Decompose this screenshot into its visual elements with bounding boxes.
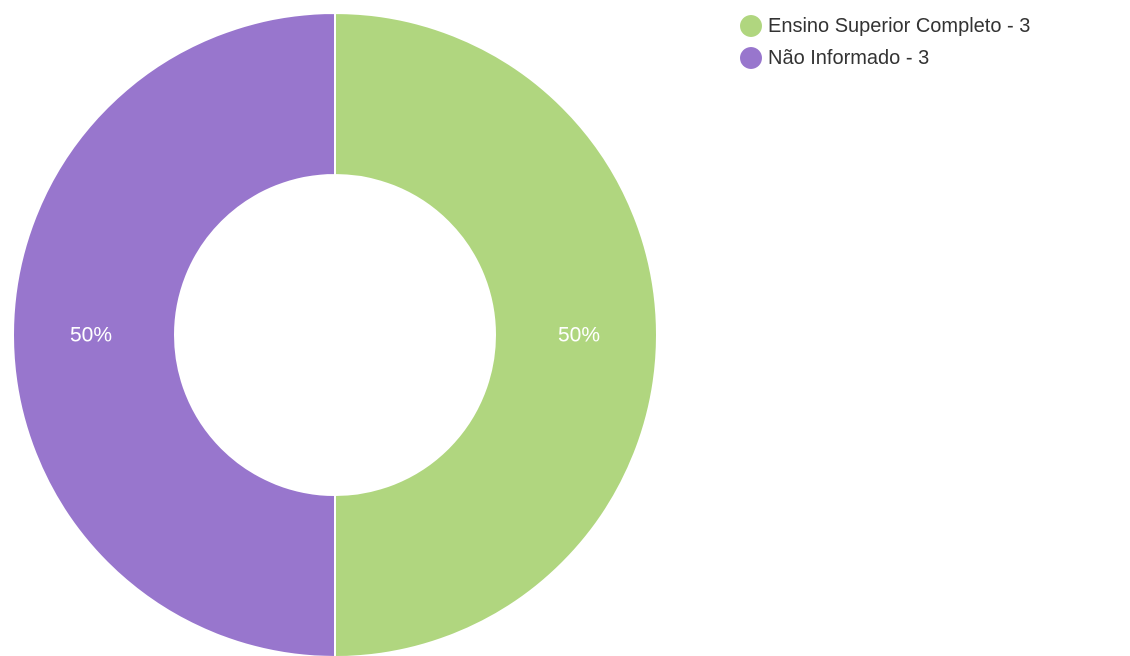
- legend-label: Não Informado - 3: [768, 46, 930, 69]
- donut-slice-0[interactable]: [334, 11, 658, 656]
- slice-label-0: 50%: [558, 324, 600, 347]
- legend-label: Ensino Superior Completo - 3: [768, 14, 1031, 37]
- legend-item-ensino-superior-completo[interactable]: Ensino Superior Completo - 3: [740, 10, 1030, 42]
- legend-swatch-icon: [740, 15, 762, 37]
- slice-label-1: 50%: [70, 324, 112, 347]
- legend-swatch-icon: [740, 47, 762, 69]
- chart-legend: Ensino Superior Completo - 3 Não Informa…: [740, 10, 1030, 74]
- donut-chart-canvas: 50% 50%: [12, 11, 658, 656]
- legend-item-nao-informado[interactable]: Não Informado - 3: [740, 42, 1030, 74]
- donut-slice-1[interactable]: [12, 11, 336, 656]
